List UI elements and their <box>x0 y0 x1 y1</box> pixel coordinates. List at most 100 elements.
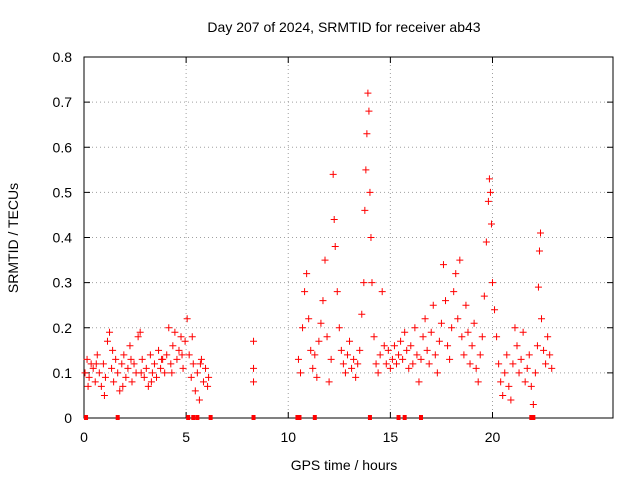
data-point <box>415 378 423 386</box>
x-tick-label: 15 <box>383 429 399 445</box>
y-tick-label: 0.8 <box>53 49 73 65</box>
data-point <box>327 355 335 363</box>
data-point <box>356 346 364 354</box>
data-point <box>178 351 186 359</box>
data-point <box>106 328 114 336</box>
data-point <box>376 351 384 359</box>
data-point <box>367 234 375 241</box>
data-point <box>538 315 546 323</box>
data-point <box>503 351 511 359</box>
data-point <box>101 373 109 381</box>
data-point <box>110 378 118 386</box>
data-point <box>341 369 349 377</box>
data-point <box>83 355 91 363</box>
data-point <box>501 369 509 377</box>
data-point <box>196 360 204 368</box>
zero-marker <box>251 415 256 420</box>
zero-marker <box>186 415 191 420</box>
data-point <box>81 369 89 377</box>
data-point <box>372 360 380 368</box>
data-point <box>437 319 445 327</box>
data-point <box>128 378 136 386</box>
data-point <box>386 364 394 372</box>
data-point <box>134 333 142 341</box>
data-point <box>536 229 544 237</box>
data-point <box>513 342 521 350</box>
data-point <box>333 288 341 296</box>
data-point <box>460 351 468 359</box>
data-point <box>509 360 517 368</box>
data-point <box>165 324 173 332</box>
data-point <box>517 355 525 363</box>
data-point <box>126 342 134 350</box>
data-point <box>148 369 156 377</box>
data-point <box>142 364 150 372</box>
data-point <box>137 369 145 377</box>
data-point <box>380 342 388 350</box>
data-point <box>114 369 122 377</box>
data-point <box>352 373 360 381</box>
data-point <box>181 337 189 345</box>
data-point <box>205 373 213 381</box>
data-point <box>423 346 431 354</box>
data-point <box>171 328 179 336</box>
y-axis-label: SRMTID / TECUs <box>5 183 21 293</box>
data-point <box>384 346 392 354</box>
data-point <box>472 364 480 372</box>
data-point <box>540 346 548 354</box>
data-point <box>127 355 135 363</box>
data-point <box>307 346 315 354</box>
data-point <box>84 382 92 390</box>
data-point <box>531 369 539 377</box>
data-point <box>109 346 117 354</box>
data-point <box>390 342 398 350</box>
data-point <box>521 378 529 386</box>
data-point <box>413 351 421 359</box>
data-point <box>427 328 435 336</box>
data-point <box>486 188 494 196</box>
data-point <box>431 351 439 359</box>
data-point <box>417 355 425 363</box>
data-point <box>311 351 319 359</box>
data-point <box>297 369 305 377</box>
data-point <box>358 310 366 318</box>
data-point <box>153 373 161 381</box>
data-point <box>100 391 108 399</box>
zero-marker <box>84 415 89 420</box>
data-point <box>505 382 513 390</box>
data-point <box>93 351 101 359</box>
data-point <box>169 342 177 350</box>
data-point <box>250 337 258 345</box>
data-point <box>299 324 307 332</box>
data-point <box>188 333 196 341</box>
zero-marker <box>295 415 300 420</box>
data-point <box>309 364 317 372</box>
data-point <box>250 364 258 372</box>
data-point <box>433 369 441 377</box>
data-point <box>374 369 382 377</box>
data-point <box>183 315 191 323</box>
data-point <box>382 360 390 368</box>
data-point <box>185 351 193 359</box>
data-point <box>515 369 523 377</box>
data-point <box>464 328 472 336</box>
zero-marker <box>312 415 317 420</box>
data-point <box>339 360 347 368</box>
tick-labels: 0 0.1 0.2 0.3 0.4 0.5 0.6 0.7 0.8 0 5 10 15 20 <box>53 49 501 445</box>
y-tick-label: 0.3 <box>53 275 73 291</box>
data-point <box>197 355 205 363</box>
data-point <box>321 256 329 264</box>
data-point <box>474 378 482 386</box>
data-point <box>177 333 185 341</box>
data-point <box>294 355 302 363</box>
data-point <box>392 360 400 368</box>
data-point <box>491 306 499 314</box>
zero-marker <box>195 415 200 420</box>
data-point <box>448 324 456 332</box>
data-point <box>435 337 443 345</box>
data-point <box>365 107 373 115</box>
data-point <box>488 279 496 287</box>
data-point <box>95 369 103 377</box>
data-point <box>407 342 415 350</box>
data-point <box>360 279 368 287</box>
